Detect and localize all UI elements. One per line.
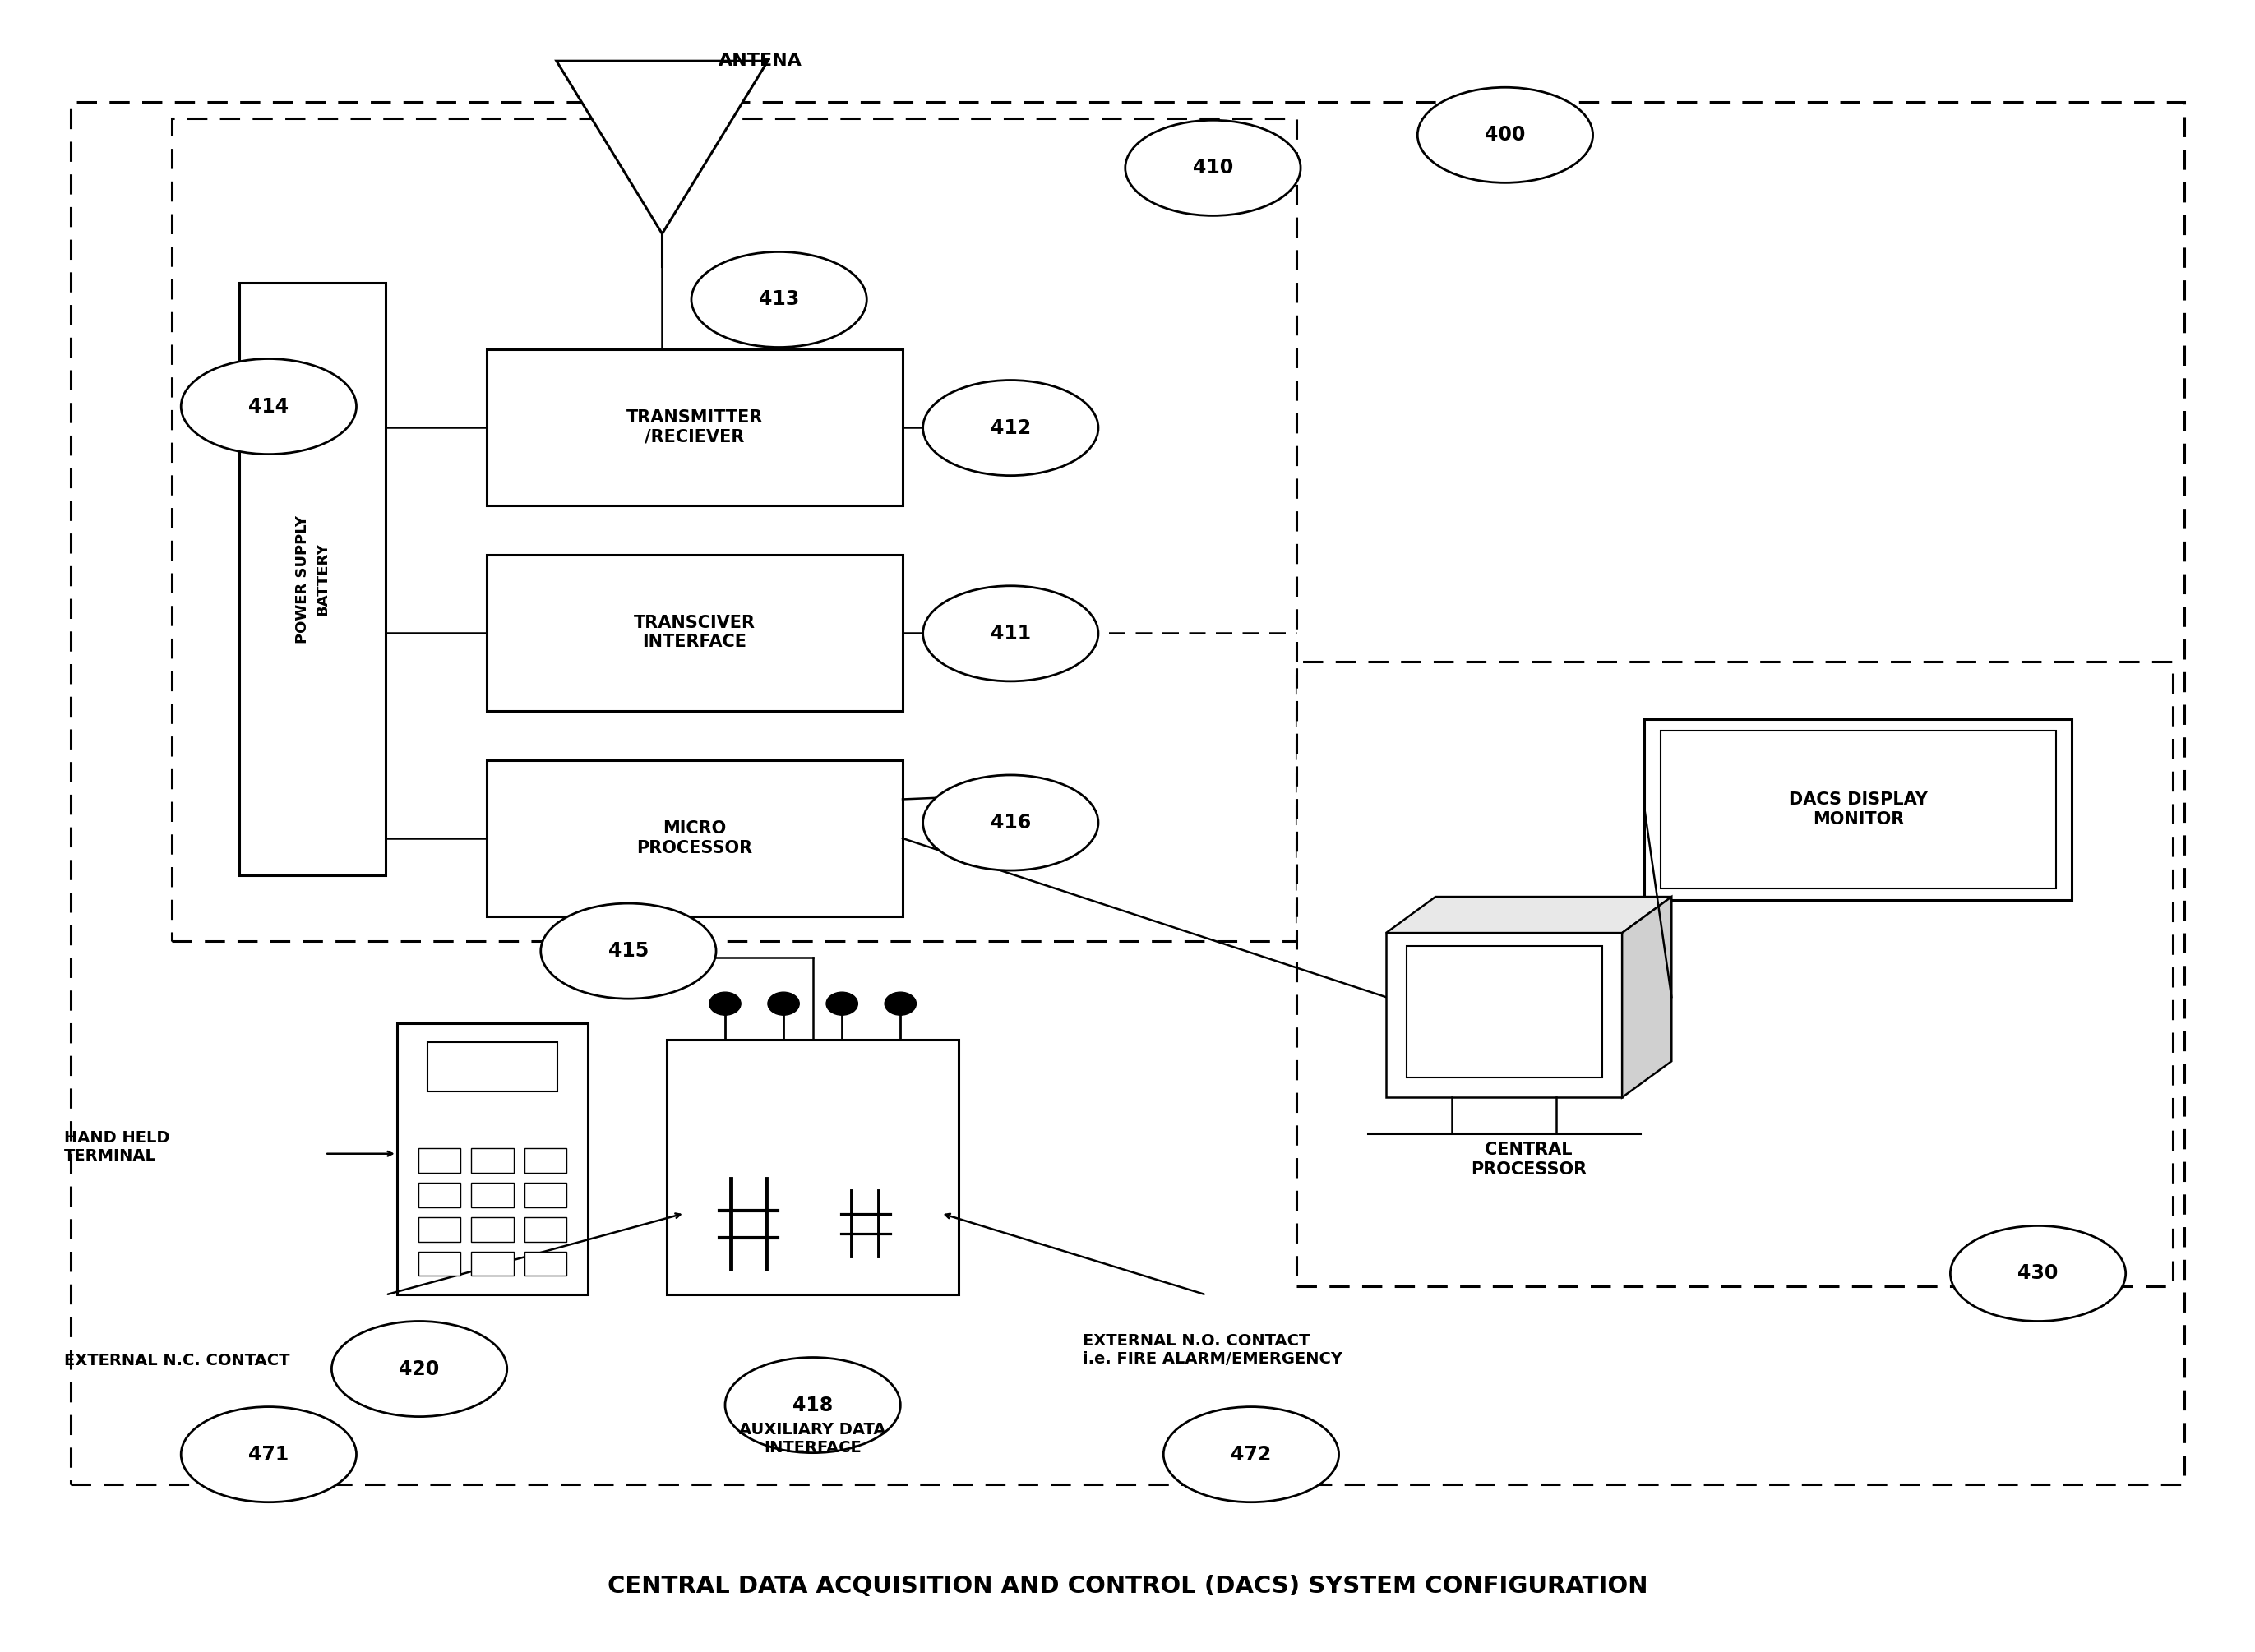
Bar <box>1387 933 1621 1097</box>
Ellipse shape <box>922 775 1098 871</box>
Text: 412: 412 <box>990 418 1031 438</box>
Circle shape <box>884 993 916 1016</box>
Ellipse shape <box>922 380 1098 476</box>
Bar <box>1407 947 1601 1077</box>
Text: 413: 413 <box>758 289 798 309</box>
Text: 430: 430 <box>2018 1264 2059 1284</box>
Bar <box>525 1148 566 1173</box>
Bar <box>171 119 1297 942</box>
Text: DACS DISPLAY
MONITOR: DACS DISPLAY MONITOR <box>1788 791 1928 828</box>
Text: 400: 400 <box>1484 126 1524 145</box>
Text: 472: 472 <box>1231 1444 1272 1464</box>
Bar <box>417 1218 460 1242</box>
Bar <box>70 102 2185 1483</box>
Text: 410: 410 <box>1193 159 1233 178</box>
Text: MICRO
PROCESSOR: MICRO PROCESSOR <box>636 821 753 856</box>
Text: EXTERNAL N.O. CONTACT
i.e. FIRE ALARM/EMERGENCY: EXTERNAL N.O. CONTACT i.e. FIRE ALARM/EM… <box>1082 1333 1342 1366</box>
Text: 416: 416 <box>990 813 1031 833</box>
Polygon shape <box>1621 897 1671 1097</box>
Polygon shape <box>557 61 767 233</box>
Bar <box>471 1252 514 1275</box>
Bar <box>471 1218 514 1242</box>
Bar <box>487 760 902 917</box>
Ellipse shape <box>331 1322 507 1417</box>
Text: 415: 415 <box>609 942 649 961</box>
Ellipse shape <box>692 251 866 347</box>
Bar <box>397 1024 589 1295</box>
Circle shape <box>710 993 742 1016</box>
Circle shape <box>825 993 857 1016</box>
Text: CENTRAL DATA ACQUISITION AND CONTROL (DACS) SYSTEM CONFIGURATION: CENTRAL DATA ACQUISITION AND CONTROL (DA… <box>607 1574 1648 1597</box>
Bar <box>487 555 902 710</box>
Ellipse shape <box>1418 88 1592 183</box>
Bar <box>471 1148 514 1173</box>
Bar <box>1660 730 2057 889</box>
Circle shape <box>767 993 798 1016</box>
Bar <box>417 1183 460 1208</box>
Bar <box>487 349 902 506</box>
Bar <box>525 1218 566 1242</box>
Ellipse shape <box>1951 1226 2126 1322</box>
Ellipse shape <box>180 1408 356 1502</box>
Bar <box>471 1183 514 1208</box>
Text: 418: 418 <box>792 1396 832 1416</box>
Text: 411: 411 <box>990 624 1031 643</box>
Polygon shape <box>1387 897 1671 933</box>
Ellipse shape <box>726 1358 900 1452</box>
Text: CENTRAL
PROCESSOR: CENTRAL PROCESSOR <box>1470 1142 1588 1178</box>
Bar <box>1297 661 2174 1287</box>
Bar <box>525 1183 566 1208</box>
Text: 471: 471 <box>248 1444 289 1464</box>
Text: HAND HELD
TERMINAL: HAND HELD TERMINAL <box>63 1130 169 1165</box>
Text: 420: 420 <box>399 1360 440 1379</box>
Bar <box>417 1252 460 1275</box>
Bar <box>1644 719 2072 900</box>
Text: TRANSMITTER
/RECIEVER: TRANSMITTER /RECIEVER <box>627 410 762 444</box>
Ellipse shape <box>1125 121 1301 216</box>
Text: POWER SUPPLY
BATTERY: POWER SUPPLY BATTERY <box>295 515 329 643</box>
Bar <box>667 1039 958 1295</box>
Bar <box>428 1042 557 1092</box>
Ellipse shape <box>922 586 1098 681</box>
Bar <box>417 1148 460 1173</box>
Text: TRANSCIVER
INTERFACE: TRANSCIVER INTERFACE <box>634 615 755 651</box>
Ellipse shape <box>541 904 717 999</box>
Text: AUXILIARY DATA
INTERFACE: AUXILIARY DATA INTERFACE <box>740 1421 886 1455</box>
Text: EXTERNAL N.C. CONTACT: EXTERNAL N.C. CONTACT <box>63 1353 291 1368</box>
Bar <box>525 1252 566 1275</box>
Text: 414: 414 <box>248 396 289 416</box>
Bar <box>239 282 386 876</box>
Text: ANTENA: ANTENA <box>719 53 803 69</box>
Ellipse shape <box>180 358 356 454</box>
Ellipse shape <box>1164 1408 1339 1502</box>
